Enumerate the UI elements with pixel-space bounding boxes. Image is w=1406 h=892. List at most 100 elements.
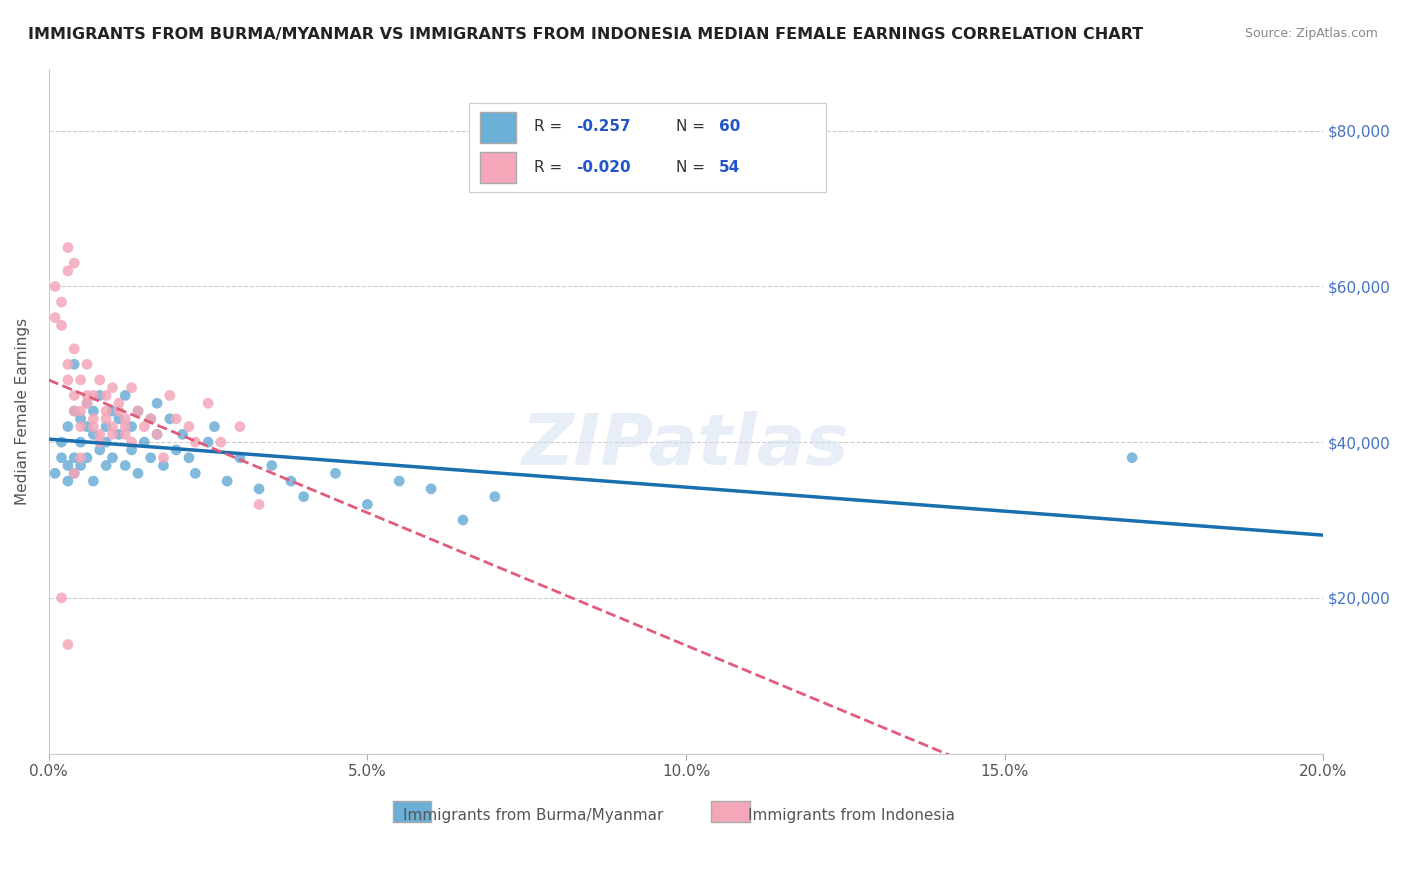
Point [172, 427, 194, 442]
Point [101, 419, 124, 434]
Point [51, 435, 73, 450]
Point [63, 450, 86, 465]
Text: Immigrants from Burma/Myanmar: Immigrants from Burma/Myanmar [404, 808, 664, 823]
Point [69, 435, 91, 450]
Point [229, 419, 252, 434]
Point [94, 435, 117, 450]
Point [139, 412, 162, 426]
Point [134, 419, 156, 434]
Point [51, 591, 73, 605]
Point [76, 450, 98, 465]
Point [260, 458, 283, 473]
Point [134, 435, 156, 450]
Point [139, 412, 162, 426]
Point [159, 388, 181, 402]
Point [108, 404, 131, 418]
Point [44, 467, 66, 481]
Point [101, 381, 124, 395]
Point [209, 435, 232, 450]
Point [451, 513, 474, 527]
Point [292, 490, 315, 504]
Point [69, 412, 91, 426]
FancyBboxPatch shape [711, 802, 749, 822]
Point [114, 419, 136, 434]
Point [63, 357, 86, 371]
Point [44, 279, 66, 293]
Point [51, 295, 73, 310]
Point [82, 427, 104, 442]
Point [63, 256, 86, 270]
Point [356, 498, 378, 512]
Point [108, 412, 131, 426]
Point [44, 310, 66, 325]
Point [114, 412, 136, 426]
Point [56, 474, 79, 488]
Point [94, 404, 117, 418]
Point [69, 419, 91, 434]
Point [184, 467, 207, 481]
Point [177, 450, 200, 465]
Point [177, 419, 200, 434]
Point [89, 442, 111, 457]
Point [101, 450, 124, 465]
Point [139, 450, 162, 465]
Point [165, 412, 187, 426]
Point [89, 427, 111, 442]
Point [69, 404, 91, 418]
Point [94, 388, 117, 402]
Point [63, 388, 86, 402]
Point [89, 388, 111, 402]
Point [280, 474, 302, 488]
Point [94, 419, 117, 434]
Point [82, 474, 104, 488]
Text: ZIPatlas: ZIPatlas [522, 411, 849, 480]
Point [146, 427, 169, 442]
Point [146, 427, 169, 442]
Text: Source: ZipAtlas.com: Source: ZipAtlas.com [1244, 27, 1378, 40]
Point [63, 404, 86, 418]
Point [56, 357, 79, 371]
Point [184, 435, 207, 450]
Text: IMMIGRANTS FROM BURMA/MYANMAR VS IMMIGRANTS FROM INDONESIA MEDIAN FEMALE EARNING: IMMIGRANTS FROM BURMA/MYANMAR VS IMMIGRA… [28, 27, 1143, 42]
Point [76, 396, 98, 410]
Point [56, 638, 79, 652]
Point [76, 388, 98, 402]
Point [76, 419, 98, 434]
Point [56, 458, 79, 473]
Point [127, 404, 149, 418]
Point [82, 419, 104, 434]
Point [63, 342, 86, 356]
Point [159, 412, 181, 426]
Point [82, 388, 104, 402]
Point [94, 412, 117, 426]
Point [56, 419, 79, 434]
Point [152, 450, 174, 465]
Point [146, 396, 169, 410]
Point [69, 450, 91, 465]
Point [197, 435, 219, 450]
Point [89, 435, 111, 450]
Point [63, 404, 86, 418]
Point [388, 474, 411, 488]
Point [69, 373, 91, 387]
Point [63, 467, 86, 481]
Point [82, 404, 104, 418]
Point [152, 458, 174, 473]
Point [204, 419, 226, 434]
Point [56, 241, 79, 255]
Point [89, 373, 111, 387]
Point [229, 450, 252, 465]
Point [484, 490, 506, 504]
Point [69, 458, 91, 473]
Point [82, 412, 104, 426]
Point [165, 442, 187, 457]
Point [63, 467, 86, 481]
Point [76, 357, 98, 371]
Point [114, 427, 136, 442]
Point [108, 396, 131, 410]
Point [76, 396, 98, 410]
Point [420, 482, 443, 496]
Point [121, 435, 143, 450]
Point [121, 442, 143, 457]
Point [56, 373, 79, 387]
